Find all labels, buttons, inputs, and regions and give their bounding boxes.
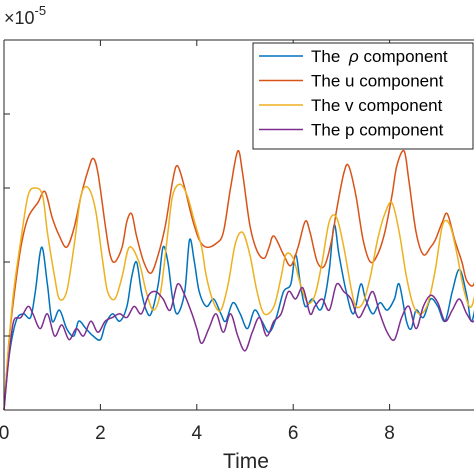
series-line-3 [3, 183, 474, 411]
series-layer [3, 149, 474, 411]
y-multiplier-exponent: -5 [35, 3, 47, 18]
legend: The ρ component The u component The v comp… [252, 42, 474, 150]
series-line-1 [3, 224, 474, 411]
legend-label-3: The v component [311, 96, 443, 115]
legend-label-4: The p component [311, 121, 444, 140]
series-line-4 [3, 282, 474, 411]
x-tick-label: 0 [0, 423, 9, 444]
svg-text:×10-5: ×10-5 [4, 3, 46, 28]
legend-box [252, 42, 474, 150]
legend-label-1: The ρ component [311, 47, 448, 66]
y-multiplier-base: ×10 [4, 8, 35, 28]
legend-label-2: The u component [311, 72, 444, 91]
axes [3, 39, 474, 411]
y-axis-multiplier: ×10-5 [4, 3, 46, 28]
x-tick-label: 8 [384, 423, 395, 444]
x-tick-label: 6 [288, 423, 299, 444]
series-line-2 [3, 149, 474, 411]
x-axis-label: Time [223, 450, 269, 473]
x-tick-label: 2 [95, 423, 106, 444]
x-tick-label: 4 [192, 423, 203, 444]
